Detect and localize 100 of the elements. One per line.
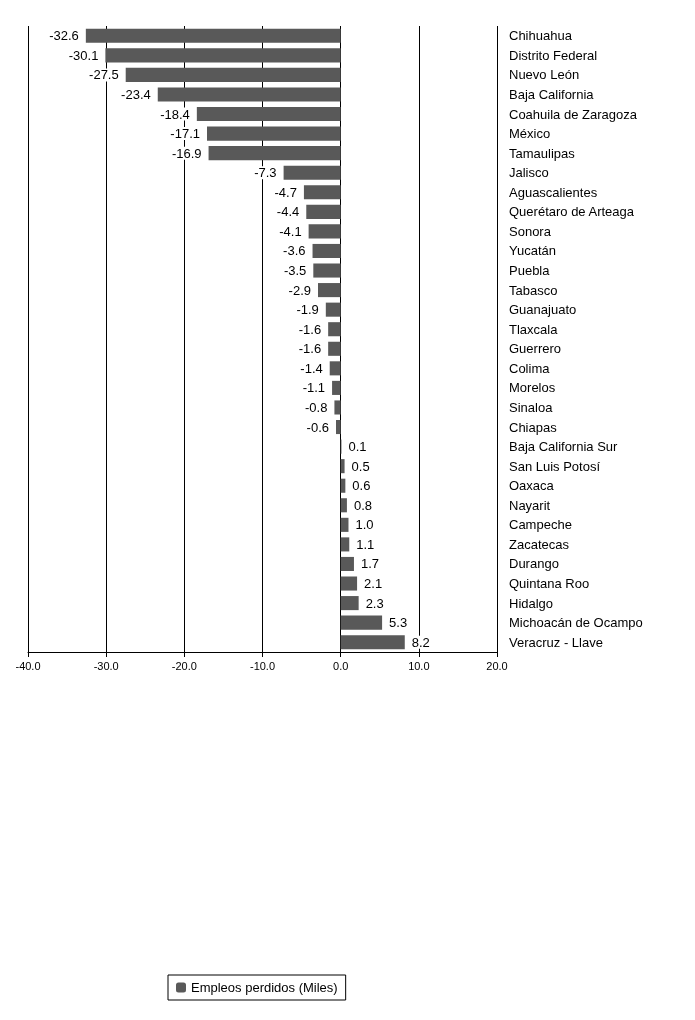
- data-label: -1.6: [298, 321, 322, 337]
- y-tick-label: Campeche: [509, 517, 572, 533]
- data-label: -17.1: [170, 126, 200, 142]
- x-tick-label: 10.0: [408, 659, 430, 672]
- y-tick-label: Sonora: [509, 223, 552, 239]
- data-label: -3.5: [283, 263, 307, 279]
- bar: [303, 185, 341, 200]
- bar: [306, 204, 341, 219]
- bar: [340, 459, 345, 474]
- y-tick-label: Tlaxcala: [509, 321, 559, 337]
- bar: [340, 498, 347, 513]
- data-label: 1.7: [360, 556, 380, 572]
- y-tick-label: Nuevo León: [509, 67, 580, 83]
- data-label: -4.7: [274, 184, 297, 200]
- y-tick-label: Querétaro de Arteaga: [509, 204, 635, 220]
- data-label: 0.6: [352, 478, 371, 494]
- y-tick-label: Durango: [509, 556, 559, 572]
- y-tick-label: Tamaulipas: [509, 145, 576, 161]
- bar: [318, 283, 341, 298]
- bar: [332, 380, 341, 395]
- y-tick-label: Puebla: [509, 263, 551, 279]
- bar: [328, 322, 341, 337]
- bar: [125, 67, 341, 82]
- data-label: 0.1: [348, 439, 367, 455]
- data-label: -0.6: [306, 419, 329, 435]
- data-label: -32.6: [49, 28, 79, 44]
- bar: [340, 615, 383, 630]
- data-label: -1.1: [302, 380, 326, 396]
- y-tick-label: Oaxaca: [509, 478, 555, 494]
- y-tick-label: Jalisco: [509, 165, 549, 181]
- y-tick-label: Michoacán de Ocampo: [509, 615, 643, 631]
- data-label: -2.9: [288, 282, 311, 298]
- y-tick-label: Baja California: [509, 86, 595, 102]
- bar: [340, 556, 354, 572]
- data-label: -1.6: [298, 341, 322, 357]
- bar: [85, 28, 341, 43]
- data-label: 0.8: [353, 497, 372, 513]
- bar: [207, 126, 341, 141]
- data-label: -27.5: [89, 67, 119, 83]
- bar: [313, 263, 341, 278]
- data-label: 1.0: [355, 517, 374, 533]
- data-label: -4.4: [276, 204, 300, 220]
- data-label: -1.4: [300, 360, 323, 376]
- y-tick-label: Veracruz - Llave: [509, 634, 603, 650]
- data-label: -30.1: [68, 47, 99, 63]
- legend-label: Empleos perdidos (Miles): [191, 980, 338, 995]
- bar: [196, 106, 341, 122]
- data-label: -3.6: [283, 243, 306, 259]
- y-tick-label: San Luis Potosí: [509, 458, 601, 474]
- y-tick-label: Aguascalientes: [509, 184, 598, 200]
- y-tick-label: Zacatecas: [509, 536, 570, 552]
- x-tick-label: -30.0: [93, 659, 119, 672]
- x-tick-label: -20.0: [171, 659, 197, 672]
- bar: [335, 419, 341, 435]
- bar: [208, 146, 341, 161]
- y-tick-label: Nayarit: [509, 497, 551, 513]
- bar: [312, 243, 341, 259]
- y-tick-label: Hidalgo: [509, 595, 554, 611]
- y-tick-label: México: [509, 126, 551, 142]
- y-tick-label: Chihuahua: [509, 28, 573, 44]
- data-label: -18.4: [160, 106, 190, 122]
- y-tick-label: Sinaloa: [509, 399, 554, 415]
- x-tick-label: -40.0: [15, 659, 41, 672]
- bar: [283, 165, 341, 180]
- bar: [334, 400, 341, 415]
- y-tick-label: Guerrero: [509, 341, 562, 357]
- data-label: 2.1: [364, 576, 383, 592]
- data-label: -0.8: [305, 399, 328, 415]
- data-label: 5.3: [389, 615, 408, 631]
- y-tick-label: Coahuila de Zaragoza: [509, 106, 638, 122]
- x-tick-label: 20.0: [486, 659, 508, 672]
- x-tick-label: 0.0: [333, 659, 349, 672]
- y-tick-label: Baja California Sur: [509, 439, 619, 455]
- y-tick-label: Yucatán: [509, 243, 556, 259]
- data-label: -4.1: [279, 223, 302, 239]
- y-tick-label: Distrito Federal: [509, 47, 598, 63]
- bar: [340, 635, 405, 650]
- data-label: 1.1: [356, 536, 375, 552]
- data-label: 0.5: [351, 458, 370, 474]
- y-tick-label: Guanajuato: [509, 302, 577, 318]
- data-label: -1.9: [296, 302, 319, 318]
- bar: [340, 596, 359, 611]
- y-tick-label: Colima: [509, 360, 551, 376]
- bar: [308, 224, 341, 239]
- data-label: -16.9: [171, 145, 202, 161]
- x-tick-label: -10.0: [249, 659, 276, 672]
- y-tick-label: Tabasco: [509, 282, 558, 298]
- data-label: -23.4: [121, 86, 151, 102]
- y-tick-label: Quintana Roo: [509, 576, 590, 592]
- bar: [325, 302, 341, 317]
- data-label: -7.3: [254, 165, 277, 181]
- bar: [340, 537, 350, 552]
- bar: [340, 576, 358, 591]
- data-label: 2.3: [365, 595, 384, 611]
- bar: [105, 48, 341, 63]
- data-label: 8.2: [411, 634, 430, 650]
- y-tick-label: Morelos: [509, 380, 556, 396]
- bar: [328, 341, 341, 356]
- bar: [329, 361, 341, 376]
- bar: [157, 87, 341, 102]
